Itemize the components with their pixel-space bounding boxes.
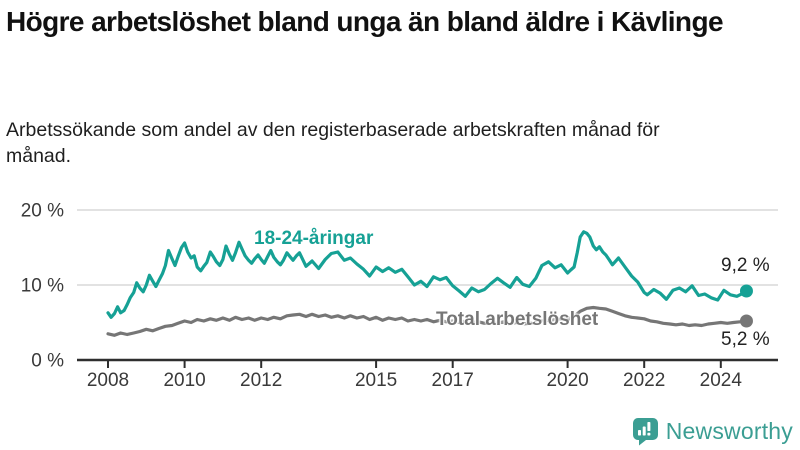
brand-name: Newsworthy <box>665 418 793 444</box>
newsworthy-icon <box>632 418 658 446</box>
y-axis-tick-label: 10 % <box>21 276 64 297</box>
series-line <box>106 230 749 319</box>
x-axis-tick-label: 2015 <box>355 370 397 391</box>
x-axis-tick-label: 2010 <box>163 370 205 391</box>
series-label-young: 18-24-åringar <box>254 228 374 249</box>
x-axis-tick-label: 2020 <box>546 370 588 391</box>
end-value-total: 5,2 % <box>721 329 770 350</box>
series-end-dot <box>739 284 753 298</box>
newsworthy-logo: Newsworthy <box>632 417 793 446</box>
x-axis-tick-label: 2024 <box>700 370 743 391</box>
end-value-young: 9,2 % <box>721 255 770 276</box>
x-axis-tick-label: 2008 <box>87 370 129 391</box>
y-axis-tick-label: 0 % <box>31 351 64 372</box>
series-line <box>106 305 749 337</box>
x-axis-tick-label: 2022 <box>623 370 665 391</box>
series-end-dot <box>739 314 753 328</box>
page-subtitle: Arbetssökande som andel av den registerb… <box>6 119 660 168</box>
series-label-total: Total arbetslöshet <box>436 309 599 330</box>
y-axis-tick-label: 20 % <box>21 201 64 222</box>
x-axis-tick-label: 2017 <box>432 370 474 391</box>
page-title: Högre arbetslöshet bland unga än bland ä… <box>6 6 724 37</box>
x-axis-tick-label: 2012 <box>240 370 282 391</box>
